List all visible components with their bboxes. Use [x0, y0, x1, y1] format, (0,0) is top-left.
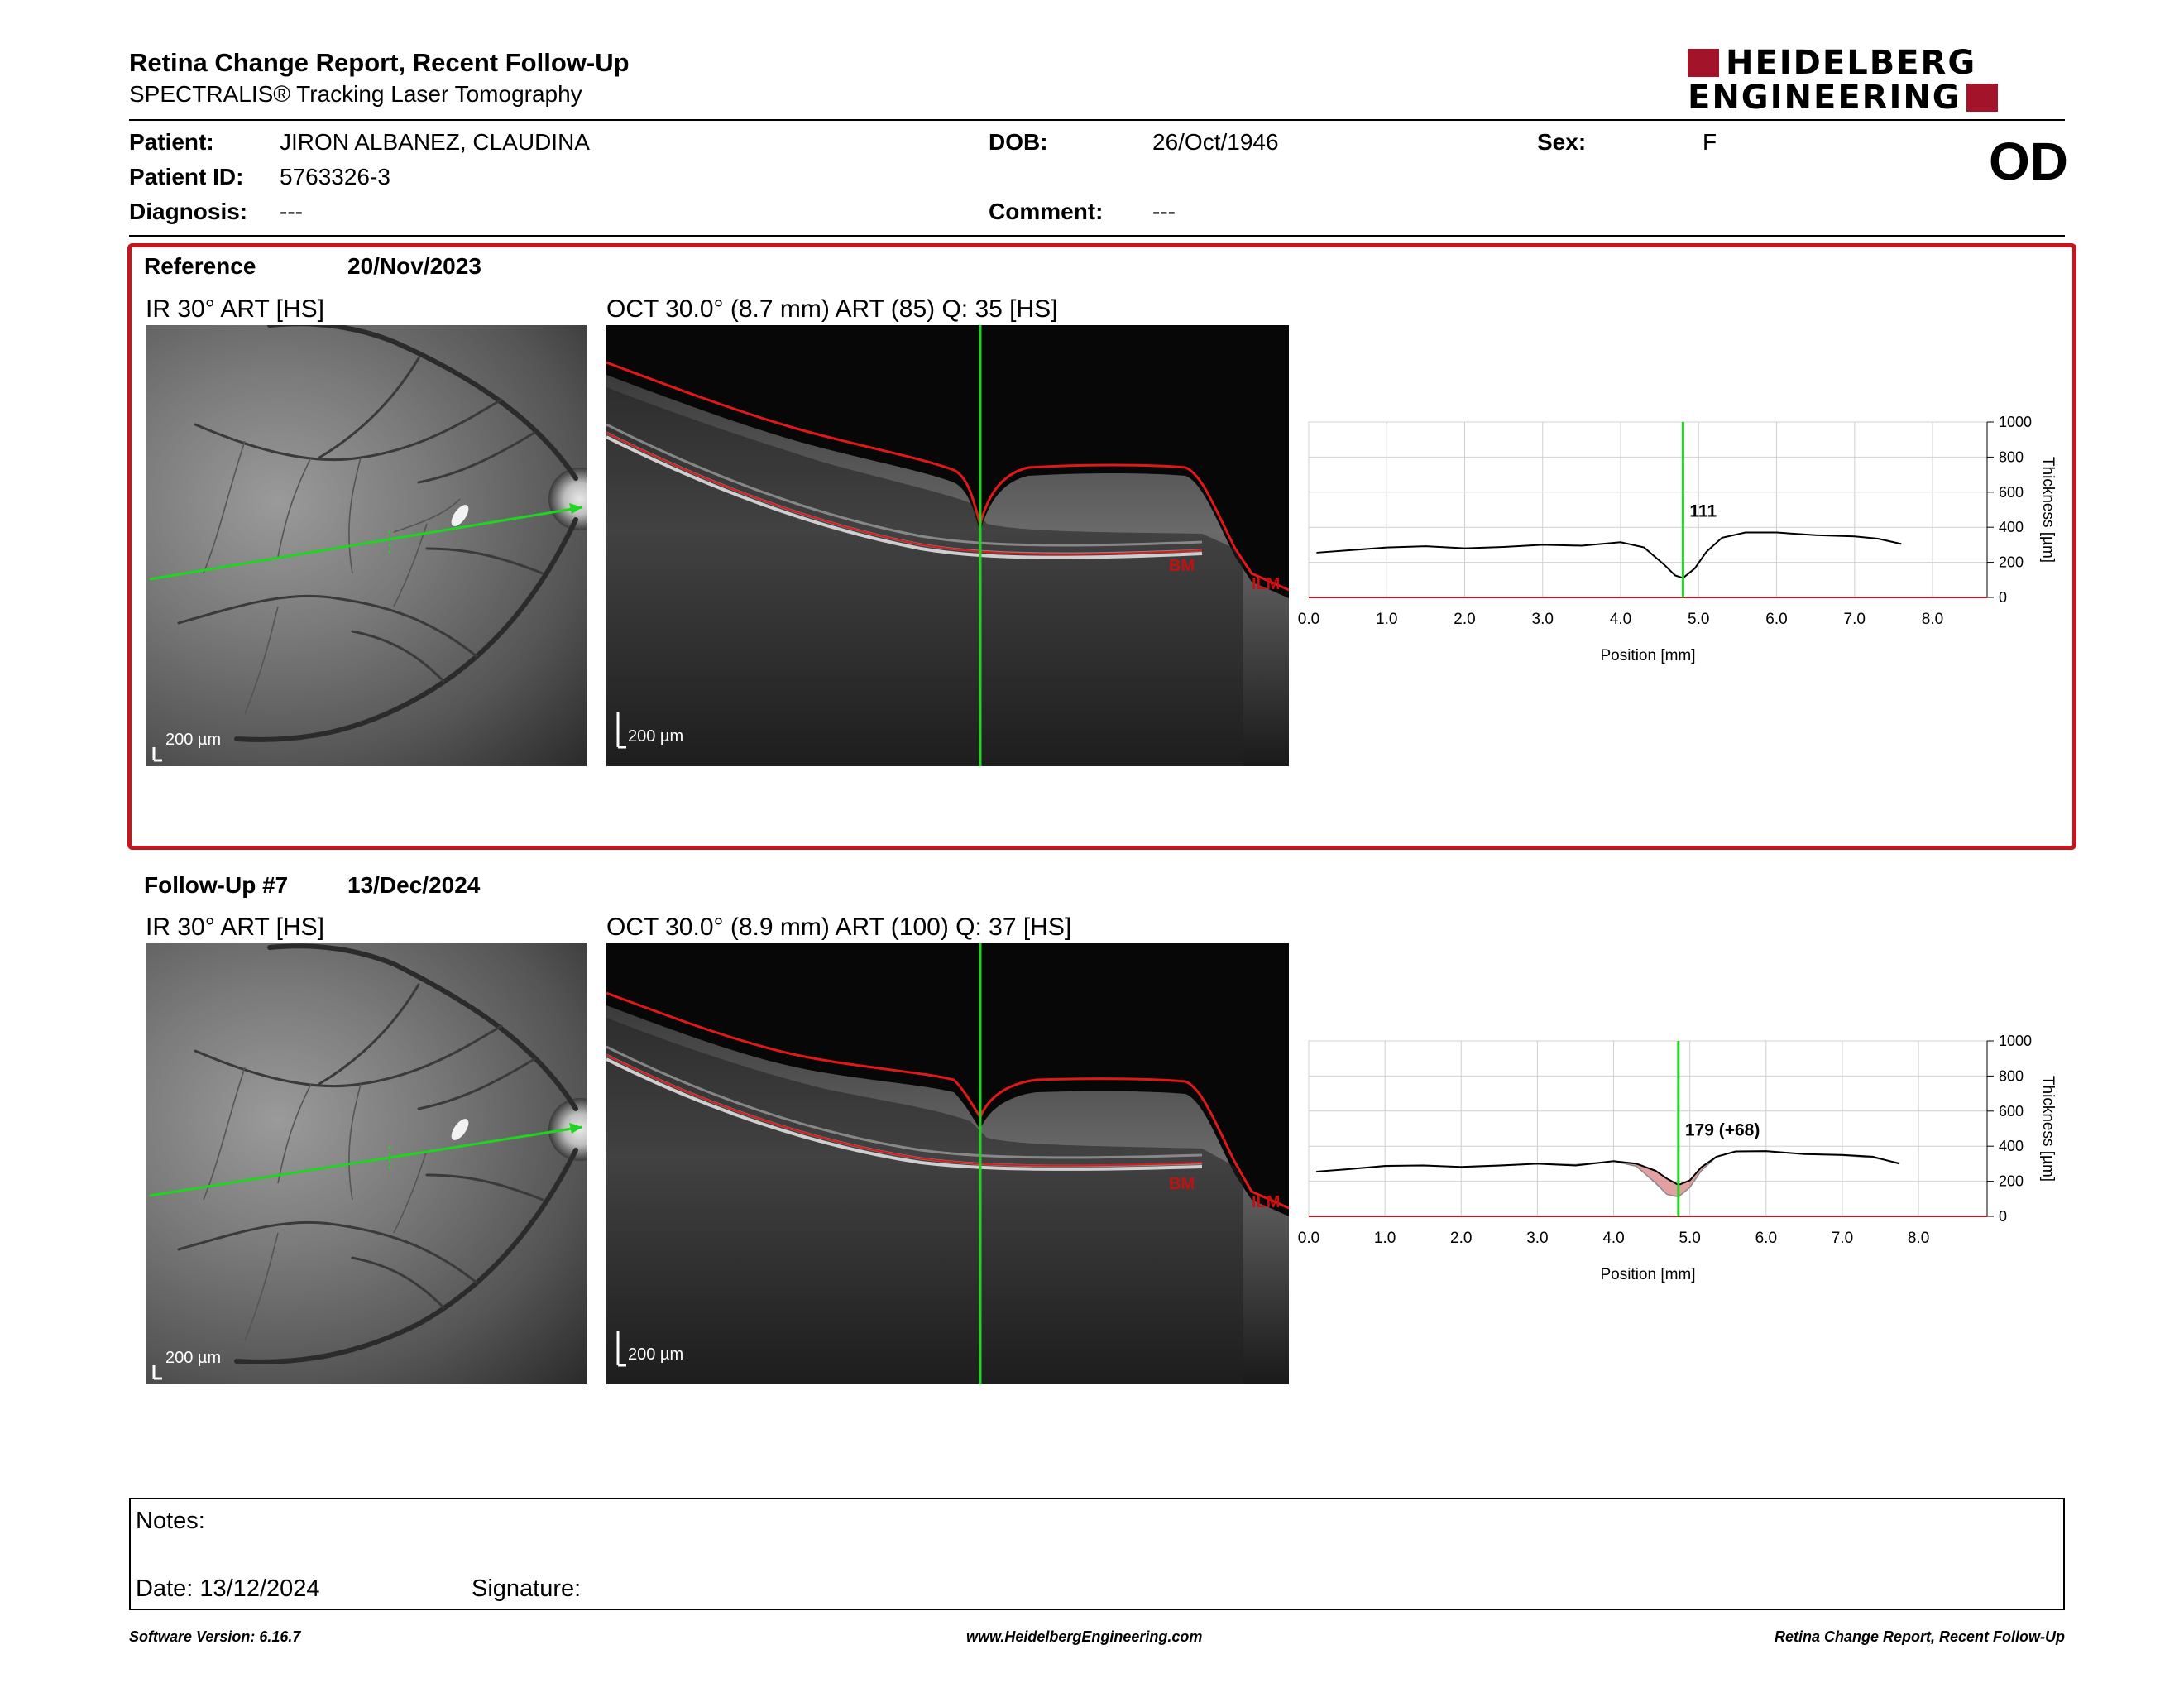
diagnosis-value: ---: [280, 199, 303, 224]
reference-section-box: [127, 243, 2076, 850]
chart-x-tick-label: 7.0: [1844, 611, 1866, 628]
reference-thickness-chart: 0.0 1.0 2.0 3.0 4.0 5.0 6.0 7.0 8.0 0 200 400 600 800…: [1298, 414, 2057, 664]
chart-x-tick-label: 8.0: [1908, 1230, 1929, 1247]
oct-layers-graphic: [606, 943, 1289, 1384]
logo-line1: HEIDELBERG: [1726, 44, 1977, 82]
reference-ir-scale-bar: 200 µm: [165, 731, 222, 749]
chart-y-tick-label: 400: [1999, 519, 2024, 535]
chart-x-tick-label: 8.0: [1922, 611, 1943, 628]
footer-software-version: Software Version: 6.16.7: [129, 1628, 301, 1645]
chart-y-tick-label: 400: [1999, 1138, 2024, 1154]
followup-ir-fundus-image: 200 µm: [146, 943, 587, 1384]
eye-laterality: OD: [1989, 132, 2068, 191]
fundus-vessels-graphic: [149, 943, 587, 1380]
chart-cursor-value: 111: [1689, 501, 1717, 520]
chart-y-tick-label: 800: [1999, 1067, 2024, 1084]
header-divider: [129, 119, 2065, 121]
chart-y-tick-label: 200: [1999, 1173, 2024, 1190]
chart-cursor-value: 179 (+68): [1685, 1120, 1760, 1139]
reference-oct-scale-bar: 200 µm: [628, 727, 684, 746]
chart-x-tick-label: 6.0: [1755, 1230, 1777, 1247]
chart-x-tick-label: 5.0: [1679, 1230, 1700, 1247]
chart-y-tick-label: 0: [1999, 1208, 2007, 1225]
patient-name: JIRON ALBANEZ, CLAUDINA: [280, 129, 590, 155]
chart-x-tick-label: 3.0: [1532, 611, 1554, 628]
followup-ir-scale-bar: 200 µm: [165, 1349, 222, 1367]
chart-x-axis-label: Position [mm]: [1600, 647, 1695, 664]
reference-ilm-label: ILM: [1252, 575, 1281, 593]
chart-x-tick-label: 2.0: [1454, 611, 1475, 628]
patient-id-value: 5763326-3: [280, 164, 390, 189]
followup-oct-scale-bar: 200 µm: [628, 1345, 684, 1364]
chart-y-tick-label: 600: [1999, 1103, 2024, 1120]
followup-oct-title: OCT 30.0° (8.9 mm) ART (100) Q: 37 [HS]: [606, 914, 1072, 941]
reference-label: Reference: [144, 253, 256, 279]
chart-y-tick-label: 200: [1999, 554, 2024, 571]
notes-box: [129, 1498, 2065, 1610]
chart-y-tick-label: 600: [1999, 484, 2024, 501]
patient-label: Patient:: [129, 129, 214, 155]
dob-label: DOB:: [989, 129, 1048, 155]
chart-x-tick-label: 0.0: [1298, 611, 1320, 628]
chart-plot-area: [1308, 1040, 1988, 1217]
followup-ilm-label: ILM: [1252, 1193, 1281, 1211]
chart-y-axis-label: Thickness [µm]: [2039, 1076, 2057, 1182]
chart-y-tick-label: 1000: [1999, 414, 2032, 430]
chart-x-tick-label: 7.0: [1832, 1230, 1853, 1247]
oct-layers-graphic: [606, 325, 1289, 766]
reference-bm-label: BM: [1169, 557, 1195, 575]
followup-date: 13/Dec/2024: [347, 872, 481, 898]
reference-oct-title: OCT 30.0° (8.7 mm) ART (85) Q: 35 [HS]: [606, 295, 1058, 323]
chart-x-tick-label: 3.0: [1526, 1230, 1548, 1247]
chart-x-tick-label: 1.0: [1374, 1230, 1396, 1247]
chart-y-axis-label: Thickness [µm]: [2039, 457, 2057, 563]
logo-square-icon: [1688, 49, 1719, 77]
patient-id-label: Patient ID:: [129, 164, 244, 189]
dob-value: 26/Oct/1946: [1152, 129, 1279, 155]
heidelberg-logo: HEIDELBERG ENGINEERING: [1688, 46, 2068, 116]
diagnosis-label: Diagnosis:: [129, 199, 248, 224]
chart-x-tick-label: 4.0: [1602, 1230, 1624, 1247]
notes-date: Date: 13/12/2024: [136, 1575, 320, 1602]
signature-label: Signature:: [472, 1575, 582, 1602]
chart-thickness-line: [1316, 531, 1902, 579]
chart-y-tick-label: 800: [1999, 448, 2024, 465]
chart-y-tick-label: 0: [1999, 589, 2007, 606]
followup-label: Follow-Up #7: [144, 872, 289, 898]
chart-x-tick-label: 0.0: [1298, 1230, 1320, 1247]
chart-plot-area: [1308, 421, 1988, 598]
reference-ir-fundus-image: 200 µm: [146, 325, 587, 766]
chart-x-tick-label: 5.0: [1688, 611, 1709, 628]
chart-x-axis-label: Position [mm]: [1600, 1266, 1695, 1283]
reference-oct-bscan-image: BM ILM 200 µm: [606, 325, 1289, 766]
report-title: Retina Change Report, Recent Follow-Up: [129, 48, 630, 77]
comment-label: Comment:: [989, 199, 1104, 224]
chart-y-tick-label: 1000: [1999, 1033, 2032, 1049]
comment-value: ---: [1152, 199, 1176, 224]
followup-ir-title: IR 30° ART [HS]: [146, 914, 324, 941]
followup-oct-bscan-image: BM ILM 200 µm: [606, 943, 1289, 1384]
chart-x-tick-label: 1.0: [1376, 611, 1397, 628]
chart-x-tick-label: 4.0: [1610, 611, 1631, 628]
sex-label: Sex:: [1537, 129, 1587, 155]
sex-value: F: [1703, 129, 1717, 155]
footer-website: www.HeidelbergEngineering.com: [966, 1628, 1203, 1645]
footer-report-name: Retina Change Report, Recent Follow-Up: [1774, 1628, 2065, 1645]
reference-ir-title: IR 30° ART [HS]: [146, 295, 324, 323]
chart-thickness-line: [1316, 1150, 1900, 1187]
followup-thickness-chart: 0.0 1.0 2.0 3.0 4.0 5.0 6.0 7.0 8.0 0 200 400 600 800…: [1298, 1033, 2057, 1283]
followup-bm-label: BM: [1169, 1175, 1195, 1193]
logo-line2: ENGINEERING: [1688, 79, 1961, 117]
logo-square-icon: [1966, 84, 1998, 112]
report-subtitle: SPECTRALIS® Tracking Laser Tomography: [129, 81, 582, 107]
reference-date: 20/Nov/2023: [347, 253, 481, 279]
chart-x-tick-label: 2.0: [1450, 1230, 1472, 1247]
chart-x-tick-label: 6.0: [1765, 611, 1787, 628]
info-divider: [129, 235, 2065, 237]
fundus-vessels-graphic: [149, 325, 587, 762]
notes-label: Notes:: [136, 1508, 205, 1534]
